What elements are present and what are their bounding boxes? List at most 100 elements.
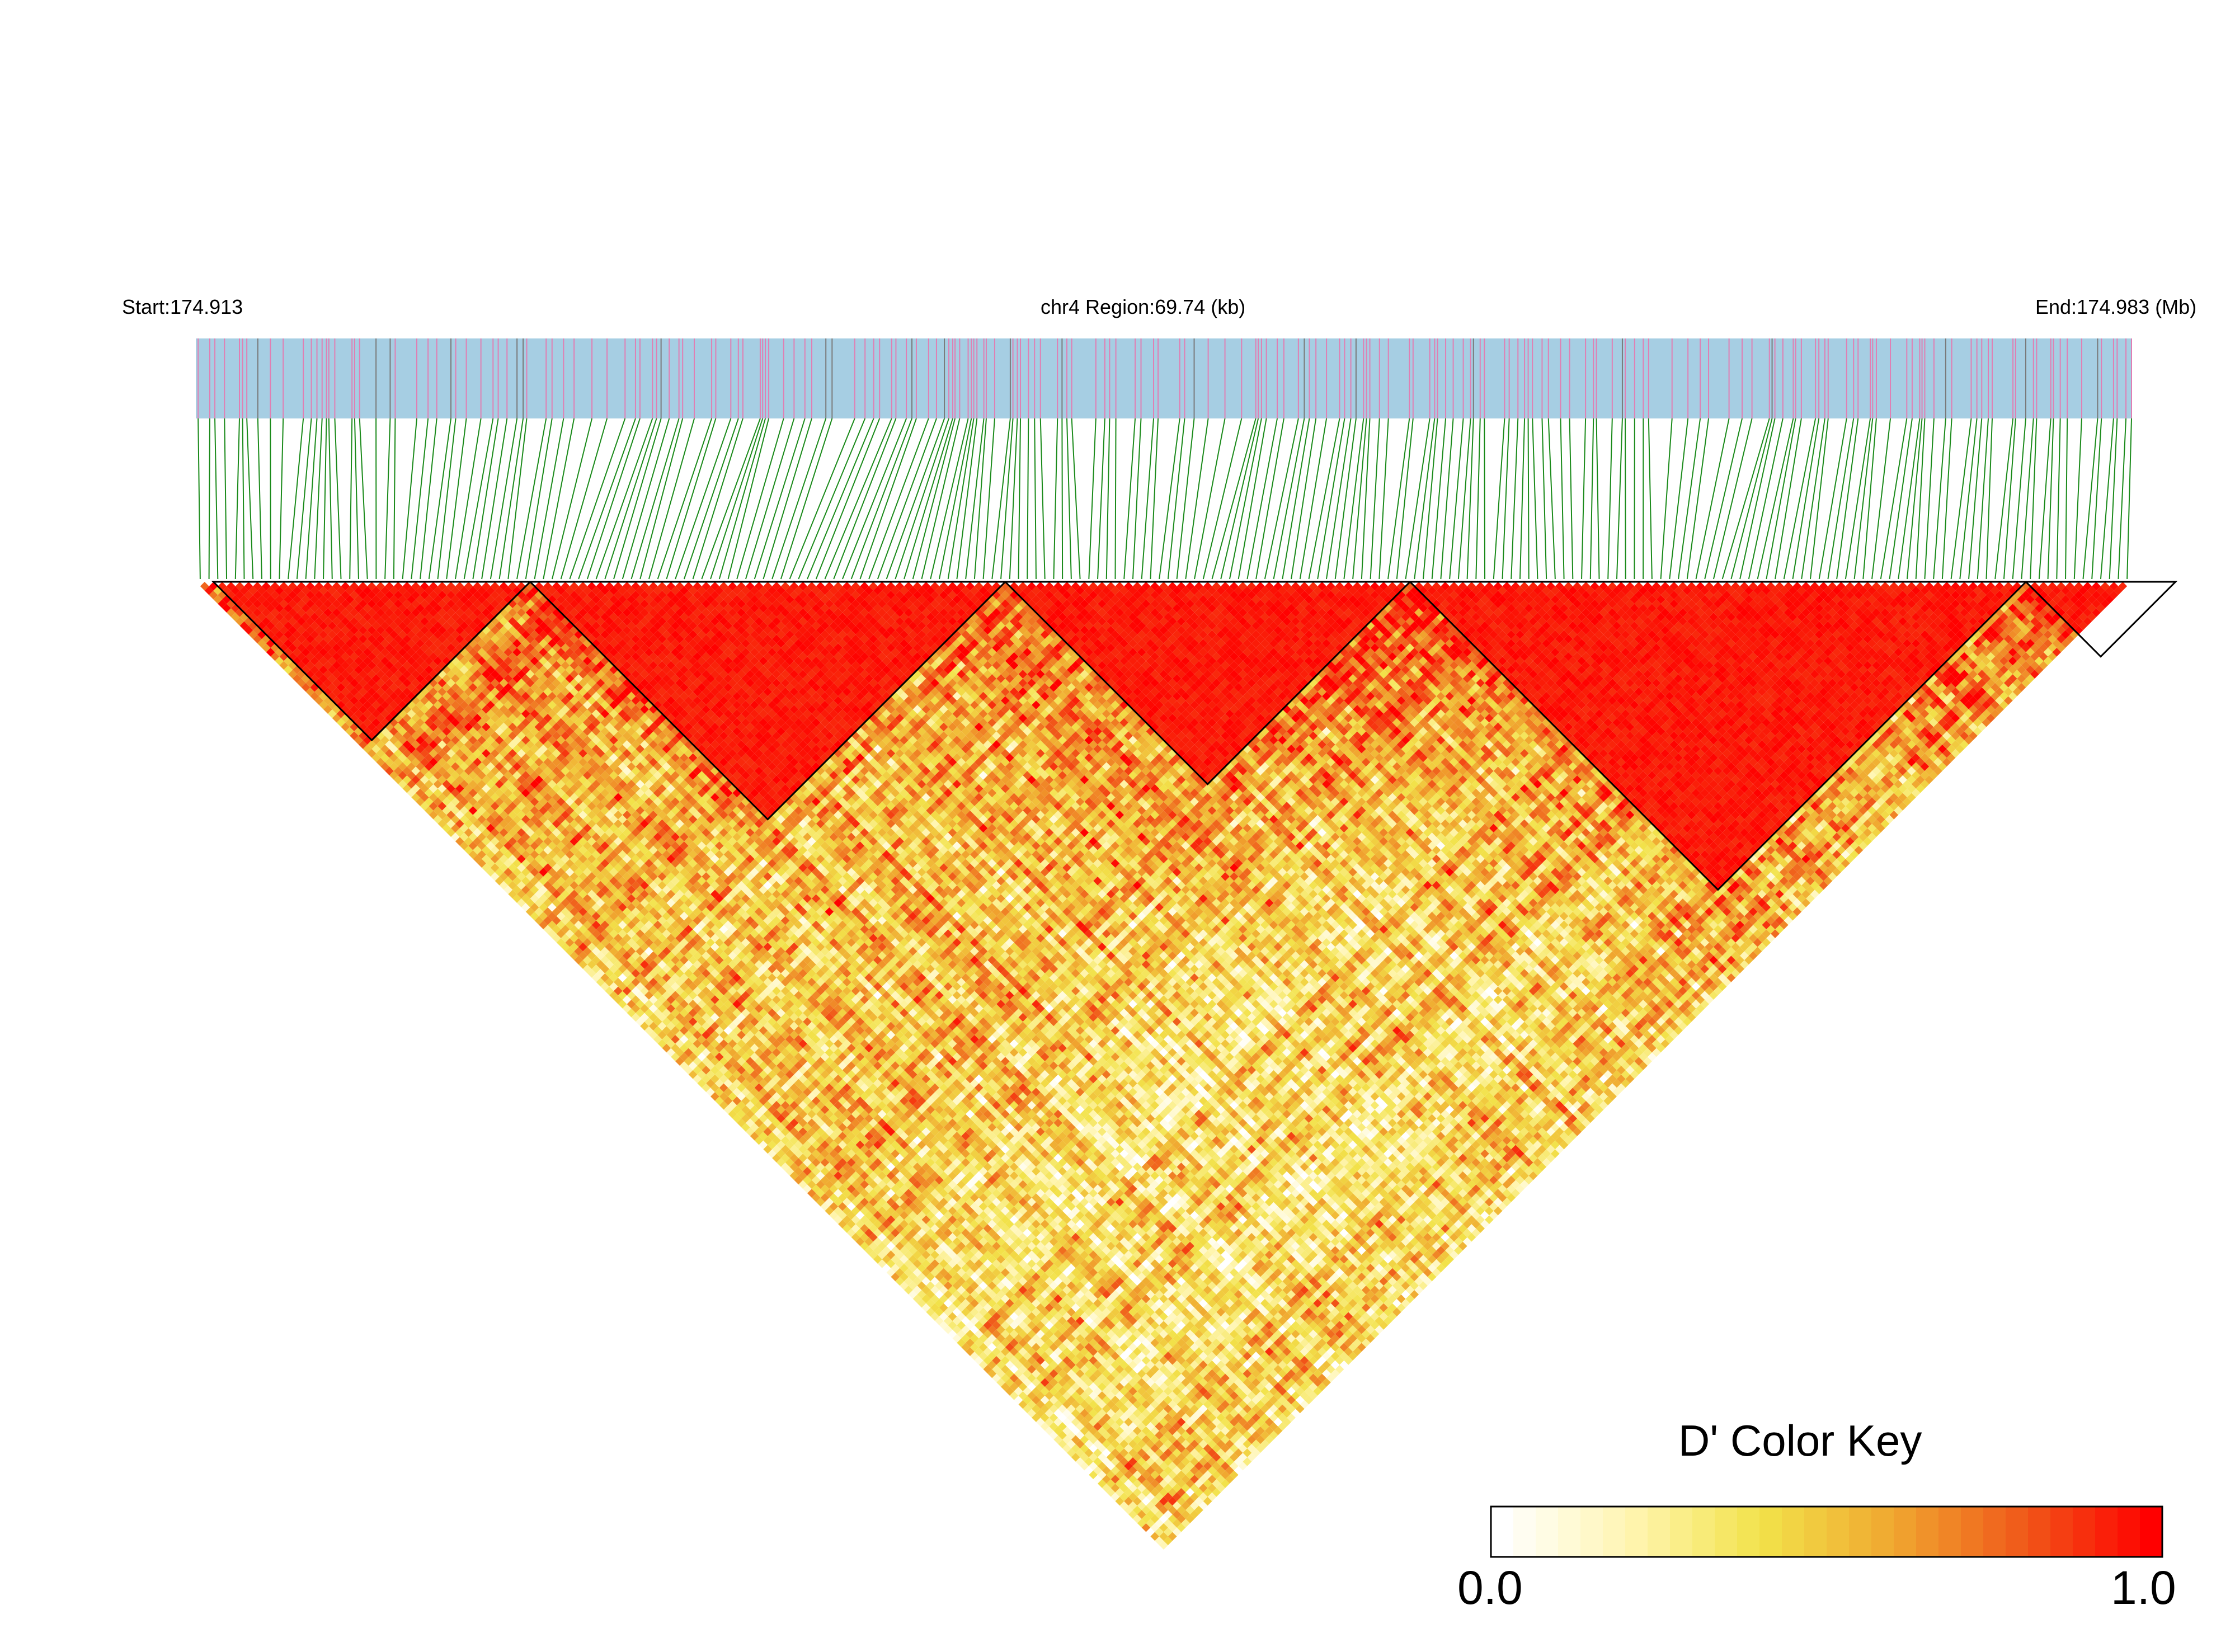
snp-connector (1431, 418, 1447, 580)
ld-cell (451, 832, 460, 841)
ld-cell (798, 1171, 808, 1180)
snp-connector (1669, 418, 1689, 580)
snp-connector (334, 418, 342, 580)
ld-cell (1018, 1391, 1028, 1400)
snp-connector (1105, 418, 1111, 580)
ld-cell (293, 674, 302, 683)
snp-connector (1678, 418, 1701, 580)
snp-connector (1898, 418, 1921, 580)
ld-cell (1023, 1404, 1032, 1414)
ld-cell (789, 1162, 799, 1171)
ld-cell (459, 823, 469, 833)
snp-connector (1950, 418, 1972, 580)
snp-connector (1264, 418, 1299, 580)
ld-cell (371, 753, 381, 763)
ld-cell (1146, 1527, 1155, 1537)
ld-cell (772, 1154, 781, 1162)
snp-connector (481, 418, 508, 580)
snp-connector (323, 418, 327, 580)
ld-cell (548, 920, 557, 930)
ld-cell (288, 670, 297, 679)
snp-connector (1475, 418, 1481, 580)
snp-connector (2109, 418, 2118, 580)
snp-connector (296, 418, 312, 580)
ld-cell (248, 630, 258, 639)
ld-cell (341, 705, 350, 714)
ld-cell (1093, 1475, 1102, 1484)
ld-cell (393, 757, 403, 767)
ld-cell (803, 1184, 812, 1194)
snp-connector (1039, 418, 1046, 580)
ld-cell (1044, 1418, 1054, 1427)
snp-connector (1299, 418, 1328, 580)
ld-cell (468, 841, 478, 850)
ld-cell (846, 1228, 856, 1237)
ld-cell (768, 1149, 777, 1159)
snp-connector (420, 418, 437, 580)
ld-cell (350, 713, 359, 723)
ld-cell (1137, 1510, 1146, 1519)
ld-cell (1119, 1501, 1129, 1510)
snp-connector (1009, 418, 1018, 580)
ld-cell (895, 1268, 905, 1277)
snp-connector (384, 418, 391, 580)
snp-connector (595, 418, 653, 580)
region-start-label: Start:174.913 (122, 295, 243, 319)
snp-connector (1440, 418, 1454, 580)
snp-connector (1827, 418, 1855, 580)
ld-cell (877, 1250, 887, 1259)
ld-cell (855, 1228, 865, 1237)
ld-cell (873, 1255, 882, 1264)
ld-cell (1005, 1387, 1014, 1396)
ld-cell (1032, 1413, 1041, 1422)
ld-cell (504, 876, 513, 886)
ld-cell (1075, 1448, 1085, 1457)
ld-cell (539, 911, 548, 921)
ld-cell (697, 1079, 707, 1088)
snp-connector (1123, 418, 1136, 580)
ld-cell (1014, 1387, 1023, 1396)
snp-connector (1088, 418, 1097, 580)
snp-connector (305, 418, 318, 580)
ld-cell (459, 832, 469, 841)
ld-cell (257, 639, 266, 648)
ld-cell (446, 819, 455, 829)
ld-cell (279, 643, 289, 652)
snp-connector (525, 418, 553, 580)
ld-cell (1005, 1378, 1014, 1387)
snp-connector (947, 418, 975, 580)
snp-connector (904, 418, 953, 580)
snp-connector (1449, 418, 1464, 580)
ld-cell (1102, 1484, 1111, 1493)
ld-cell (270, 634, 280, 644)
ld-cell (1155, 1536, 1164, 1546)
snp-connector (1343, 418, 1364, 580)
ld-cell (992, 1373, 1001, 1383)
snp-connector (1880, 418, 1908, 580)
ld-cell (416, 779, 425, 789)
snp-connector (1502, 418, 1510, 580)
ld-cell (807, 1180, 816, 1189)
ld-cell (407, 771, 416, 780)
ld-cell (398, 762, 407, 771)
ld-cell (1111, 1492, 1120, 1502)
ld-cell (1014, 1395, 1023, 1405)
ld-cell (846, 1220, 856, 1229)
ld-cell (367, 731, 377, 741)
ld-cell (468, 850, 478, 859)
ld-cell (227, 608, 236, 617)
ld-cell (253, 634, 262, 644)
ld-cell (895, 1277, 905, 1286)
ld-cell (358, 740, 368, 749)
ld-cell (860, 1241, 869, 1251)
ld-cell (904, 1277, 913, 1286)
ld-cell (1159, 1532, 1168, 1541)
ld-cell (525, 898, 535, 907)
ld-cell (222, 586, 231, 595)
ld-cell (1067, 1439, 1076, 1449)
snp-connector (1176, 418, 1195, 580)
snp-connector (2126, 418, 2132, 580)
snp-connector (912, 418, 956, 580)
ld-cell (921, 1294, 931, 1303)
snp-connector (1994, 418, 2014, 580)
